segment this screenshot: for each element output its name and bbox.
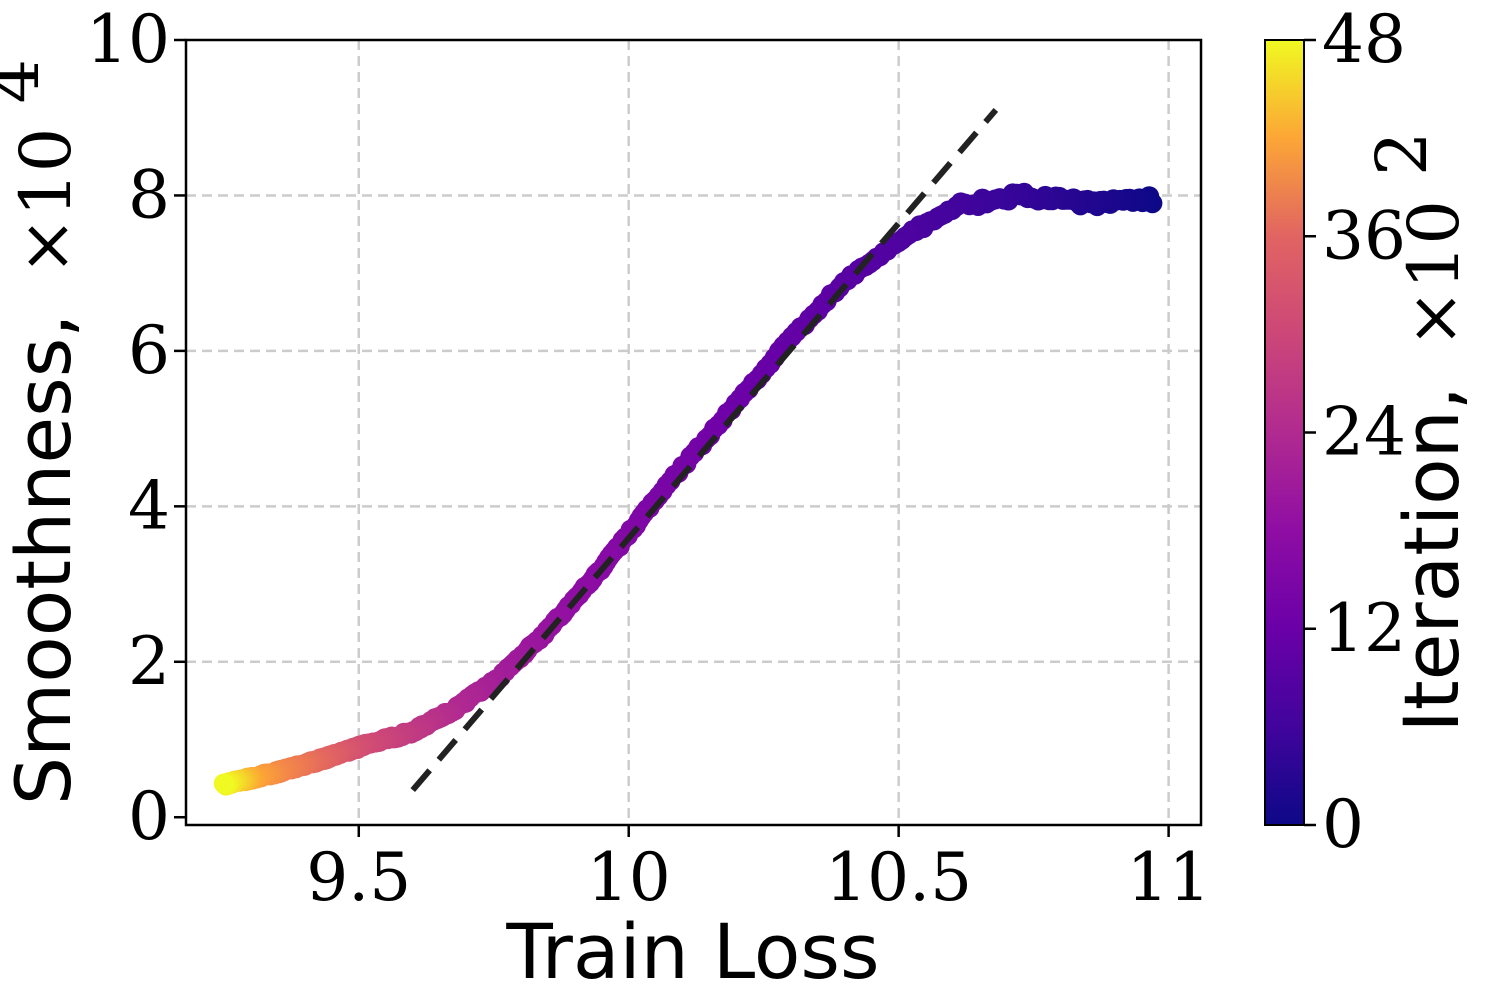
colorbar-title: Iteration, ×10 2 <box>1361 131 1476 732</box>
y-tick-label-5: 10 <box>86 1 170 78</box>
colorbar-tick-label-2: 24 <box>1322 394 1406 471</box>
colorbar-tick-label-3: 36 <box>1322 197 1406 274</box>
x-axis: 9.5 10 10.5 11 <box>306 825 1211 916</box>
x-tick-label-1: 10 <box>587 839 671 916</box>
colorbar-tick-label-0: 0 <box>1322 786 1364 863</box>
grid-lines <box>186 40 1201 825</box>
y-tick-label-1: 2 <box>128 623 170 700</box>
svg-text:Iteration, ×10 2: Iteration, ×10 2 <box>1361 131 1476 732</box>
x-tick-label-3: 11 <box>1127 839 1211 916</box>
svg-text:Smoothness, ×10 4: Smoothness, ×10 4 <box>0 59 88 805</box>
scatter-point <box>213 773 234 794</box>
colorbar-tick-label-1: 12 <box>1322 590 1406 667</box>
y-axis-title-text: Smoothness, <box>0 314 88 806</box>
y-tick-label-2: 4 <box>128 467 170 544</box>
y-axis-title: Smoothness, ×10 4 <box>0 59 88 805</box>
colorbar-title-exponent: 2 <box>1361 131 1443 176</box>
colorbar-tick-label-4: 48 <box>1322 1 1406 78</box>
y-tick-label-3: 6 <box>128 312 170 389</box>
y-axis-title-multiplier: ×10 <box>5 128 87 276</box>
colorbar <box>1264 39 1305 826</box>
colorbar-title-multiplier: ×10 <box>1393 200 1475 348</box>
y-axis: 0 2 4 6 8 10 <box>86 1 186 855</box>
y-axis-title-exponent: 4 <box>0 59 55 104</box>
y-tick-label-0: 0 <box>128 778 170 855</box>
fit-line <box>410 107 999 792</box>
x-tick-label-2: 10.5 <box>825 839 972 916</box>
colorbar-title-text: Iteration, <box>1387 386 1476 733</box>
x-tick-label-0: 9.5 <box>306 839 411 916</box>
x-axis-title: Train Loss <box>505 907 879 996</box>
y-tick-label-4: 8 <box>128 156 170 233</box>
plot-frame <box>184 38 1203 827</box>
colorbar-axis: 0 12 24 36 48 <box>1304 1 1406 863</box>
